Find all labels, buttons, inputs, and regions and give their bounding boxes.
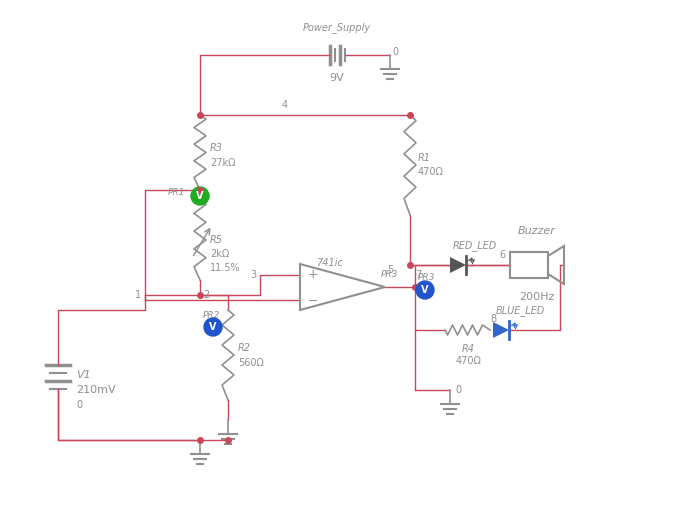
Text: PR2: PR2 [203, 312, 220, 321]
Text: 27kΩ: 27kΩ [210, 158, 235, 168]
Text: 7: 7 [415, 270, 421, 280]
Text: PR1: PR1 [168, 187, 185, 196]
Text: 3: 3 [250, 270, 256, 280]
Text: PR3: PR3 [381, 270, 398, 279]
Text: R5: R5 [210, 235, 223, 245]
Text: 6: 6 [499, 250, 505, 260]
Text: Buzzer: Buzzer [518, 226, 556, 236]
Text: −: − [308, 295, 318, 307]
Text: V: V [196, 191, 203, 201]
Text: BLUE_LED: BLUE_LED [496, 305, 546, 316]
Polygon shape [450, 257, 466, 273]
Text: V1: V1 [76, 370, 91, 380]
Text: 0: 0 [455, 385, 461, 395]
Text: 5: 5 [387, 265, 393, 275]
Text: 560Ω: 560Ω [238, 358, 264, 368]
Text: 9V: 9V [330, 73, 344, 83]
Text: 8: 8 [490, 314, 496, 324]
Text: 1: 1 [135, 290, 141, 300]
Text: R1: R1 [418, 153, 431, 163]
Text: 210mV: 210mV [76, 385, 116, 395]
Text: R2: R2 [238, 343, 251, 353]
Polygon shape [493, 322, 509, 338]
Text: +: + [308, 268, 318, 280]
Text: 2: 2 [203, 290, 210, 300]
Text: 200Hz: 200Hz [519, 292, 555, 302]
Text: 0: 0 [76, 400, 82, 410]
Text: 741ic: 741ic [316, 258, 343, 268]
Text: 470Ω: 470Ω [455, 356, 481, 366]
Text: 0: 0 [392, 47, 398, 57]
Text: 2kΩ: 2kΩ [210, 249, 229, 259]
Text: 4: 4 [282, 100, 288, 110]
Circle shape [416, 281, 434, 299]
Bar [510, 252, 548, 278]
Text: V: V [210, 322, 217, 332]
Text: Power_Supply: Power_Supply [303, 22, 371, 33]
Text: PR3: PR3 [418, 273, 435, 282]
Text: R4: R4 [462, 344, 475, 354]
Text: 470Ω: 470Ω [418, 167, 444, 177]
Circle shape [191, 187, 209, 205]
Text: R3: R3 [210, 143, 223, 153]
Text: V: V [421, 285, 429, 295]
Text: RED_LED: RED_LED [453, 240, 498, 251]
Circle shape [204, 318, 222, 336]
Text: 11.5%: 11.5% [210, 263, 241, 273]
